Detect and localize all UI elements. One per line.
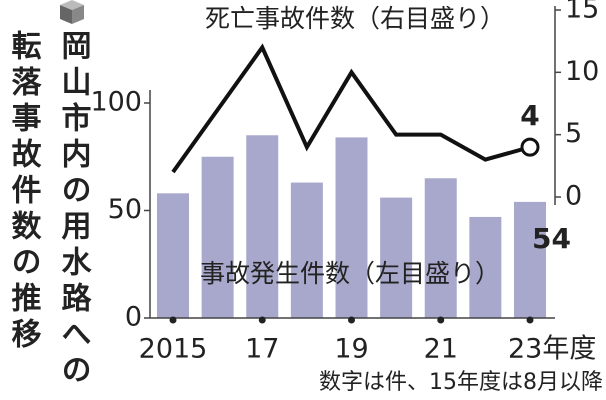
- x-tick-label: 21: [424, 334, 458, 365]
- bar: [246, 135, 279, 318]
- x-tick-dot: [258, 316, 266, 324]
- y-tick-label: 0: [125, 302, 142, 333]
- x-tick-label: 19: [334, 334, 368, 365]
- bar: [380, 197, 413, 318]
- chart-title: 岡山市内の用水路への: [56, 30, 92, 390]
- note: 数字は件、15年度は8月以降: [319, 370, 603, 395]
- end-marker: [520, 137, 540, 157]
- bar: [335, 137, 368, 318]
- value-label: 54: [532, 222, 571, 255]
- bar: [514, 201, 546, 318]
- value-label: 4: [520, 99, 539, 132]
- line: [171, 43, 531, 174]
- chart-title: 転落事故件数の推移: [6, 30, 42, 354]
- y2-tick-label: 0: [565, 181, 582, 212]
- icon: [60, 0, 84, 24]
- x-tick-dot: [169, 316, 177, 324]
- x-tick-dot: [437, 316, 445, 324]
- bar: [469, 216, 502, 318]
- bar: [424, 178, 457, 318]
- series-label: 事故発生件数（左目盛り）: [200, 259, 500, 288]
- bar: [290, 182, 323, 318]
- y2-tick-label: 15: [565, 0, 599, 25]
- x-tick-label: 2015: [139, 334, 208, 365]
- y-tick-label: 50: [108, 194, 142, 225]
- x-tick-label: 17: [245, 334, 279, 365]
- y2-tick-label: 5: [565, 118, 582, 149]
- x-tick-dot: [526, 316, 534, 324]
- series-label: 死亡事故件数（右目盛り）: [205, 4, 505, 33]
- bar: [201, 156, 234, 318]
- x-tick-dot: [348, 316, 355, 324]
- y-tick-label: 100: [90, 87, 142, 118]
- bar: [157, 193, 189, 318]
- x-tick-label: 23年度: [508, 334, 596, 365]
- y2-tick-label: 10: [565, 56, 599, 87]
